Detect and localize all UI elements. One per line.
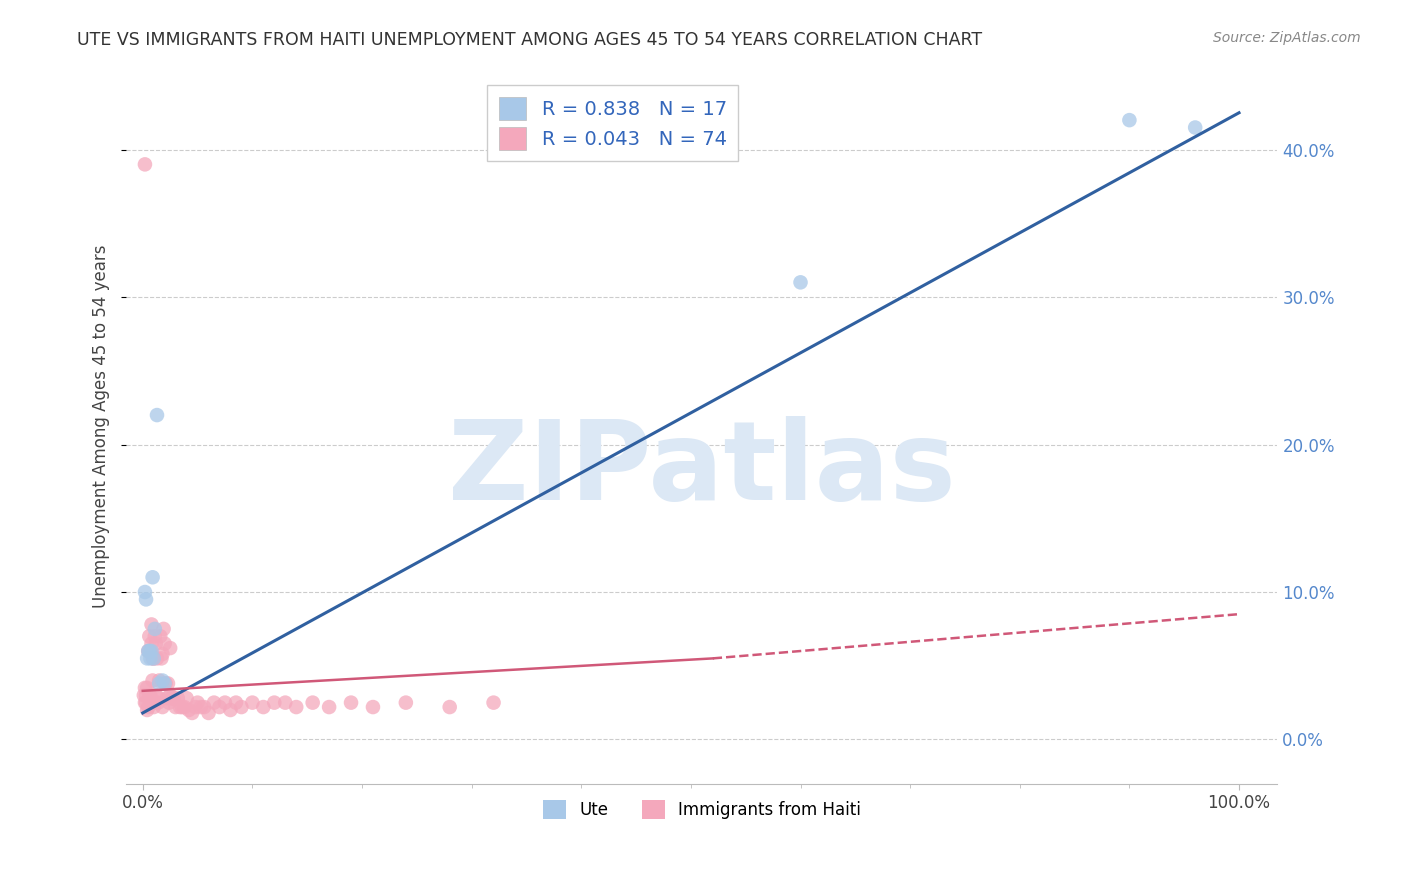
Point (159, 688, 181, 702)
Point (148, 673, 170, 688)
Point (153, 676, 176, 690)
Point (138, 688, 160, 702)
Point (136, 700, 159, 714)
Point (148, 691, 170, 706)
Point (134, 681, 156, 695)
Point (157, 696, 180, 710)
Point (152, 647, 174, 661)
Point (187, 696, 209, 710)
Point (146, 696, 169, 710)
Point (134, 585, 156, 599)
Point (135, 592, 157, 607)
Point (160, 691, 183, 706)
Point (141, 637, 163, 651)
Point (142, 700, 165, 714)
Point (145, 637, 167, 651)
Point (225, 696, 247, 710)
Point (135, 696, 157, 710)
Point (141, 644, 163, 658)
Point (361, 700, 384, 714)
Point (214, 696, 236, 710)
Y-axis label: Unemployment Among Ages 45 to 54 years: Unemployment Among Ages 45 to 54 years (93, 244, 110, 607)
Text: UTE VS IMMIGRANTS FROM HAITI UNEMPLOYMENT AMONG AGES 45 TO 54 YEARS CORRELATION : UTE VS IMMIGRANTS FROM HAITI UNEMPLOYMEN… (77, 31, 983, 49)
Point (439, 700, 461, 714)
Point (395, 696, 418, 710)
Point (139, 688, 162, 702)
Point (285, 700, 308, 714)
Point (134, 157, 156, 171)
Point (181, 706, 204, 720)
Point (252, 700, 274, 714)
Point (136, 703, 159, 717)
Point (190, 700, 212, 714)
Point (152, 700, 174, 714)
Point (177, 703, 200, 717)
Point (142, 651, 165, 665)
Point (143, 622, 166, 636)
Point (143, 696, 166, 710)
Point (134, 696, 156, 710)
Point (136, 644, 159, 658)
Point (132, 688, 155, 702)
Point (152, 673, 174, 688)
Point (169, 700, 191, 714)
Point (318, 700, 340, 714)
Point (146, 651, 169, 665)
Point (240, 696, 263, 710)
Point (136, 644, 159, 658)
Point (150, 651, 173, 665)
Point (482, 696, 505, 710)
Point (135, 688, 157, 702)
Point (263, 696, 285, 710)
Point (149, 629, 172, 643)
Point (165, 700, 187, 714)
Point (152, 622, 174, 636)
Point (162, 691, 184, 706)
Point (166, 691, 188, 706)
Point (159, 641, 181, 656)
Point (176, 691, 198, 706)
Point (141, 617, 163, 632)
Point (231, 700, 253, 714)
Point (156, 691, 179, 706)
Point (173, 700, 195, 714)
Text: Source: ZipAtlas.com: Source: ZipAtlas.com (1213, 31, 1361, 45)
Point (142, 651, 165, 665)
Point (139, 651, 162, 665)
Point (138, 644, 160, 658)
Point (145, 688, 167, 702)
Point (139, 644, 162, 658)
Point (1118, 113, 1140, 128)
Point (172, 700, 194, 714)
Point (340, 696, 363, 710)
Point (193, 700, 215, 714)
Point (197, 706, 219, 720)
Point (153, 637, 176, 651)
Point (142, 570, 165, 584)
Point (148, 676, 170, 690)
Point (219, 703, 242, 717)
Point (208, 700, 231, 714)
Point (142, 651, 165, 665)
Point (138, 629, 160, 643)
Point (142, 673, 165, 688)
Point (162, 691, 184, 706)
Point (146, 408, 169, 422)
Point (184, 700, 207, 714)
Point (1184, 120, 1206, 135)
Point (274, 696, 297, 710)
Point (789, 276, 811, 290)
Text: ZIPatlas: ZIPatlas (449, 416, 956, 523)
Point (155, 676, 177, 690)
Legend: Ute, Immigrants from Haiti: Ute, Immigrants from Haiti (536, 793, 868, 825)
Point (136, 681, 159, 695)
Point (301, 696, 323, 710)
Point (143, 629, 166, 643)
Point (136, 651, 159, 665)
Point (202, 696, 225, 710)
Point (156, 676, 179, 690)
